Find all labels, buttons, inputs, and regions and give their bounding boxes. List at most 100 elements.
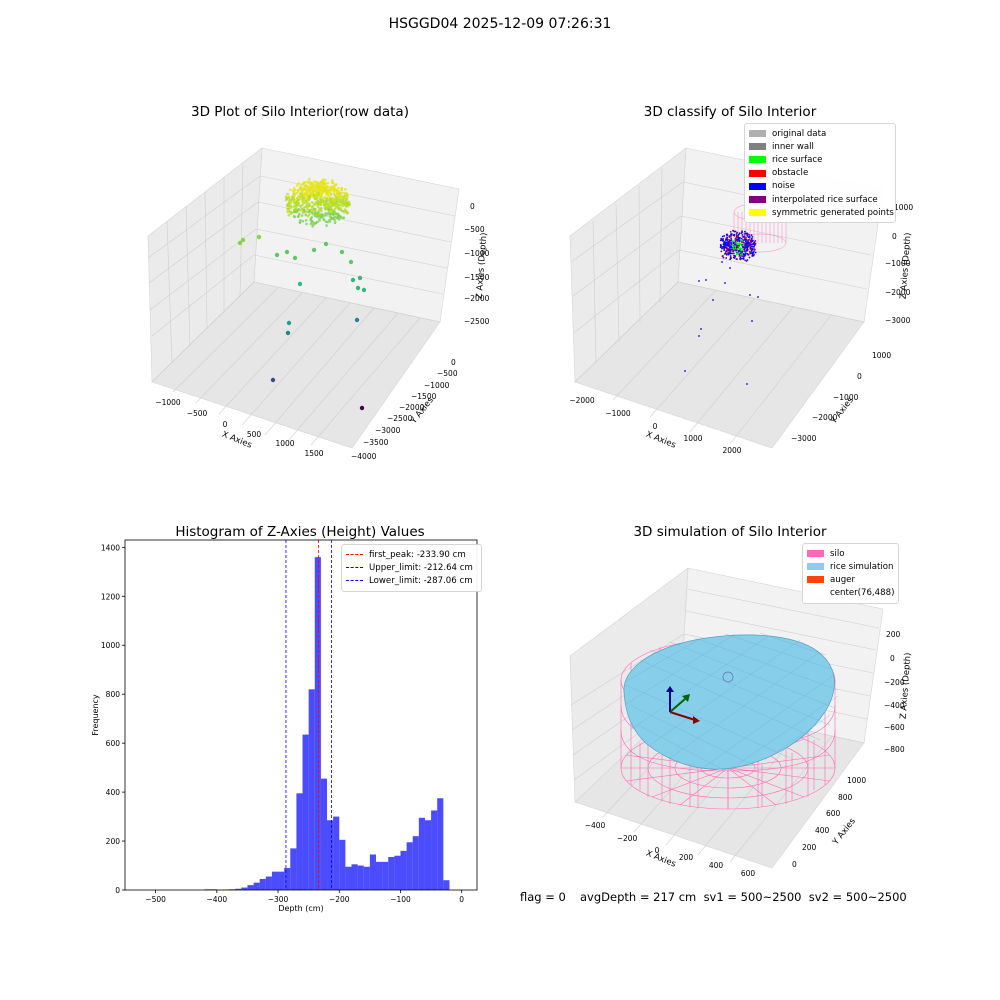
- raw-xtick: 0: [223, 420, 228, 429]
- raw-plot-title: 3D Plot of Silo Interior(row data): [191, 104, 409, 120]
- raw-point: [344, 188, 347, 191]
- classify-point: [723, 247, 725, 250]
- raw-point: [332, 191, 336, 195]
- raw-point: [320, 199, 323, 203]
- classify-point: [722, 255, 724, 257]
- histogram-y-tick-label: 1200: [101, 592, 120, 601]
- raw-point: [289, 204, 293, 208]
- simulation-legend-swatch: [807, 590, 824, 597]
- classify-point: [743, 233, 746, 235]
- raw-point: [335, 192, 339, 195]
- raw-point: [337, 207, 341, 211]
- classify-point: [736, 250, 739, 253]
- classify-noise-point: [746, 383, 748, 385]
- raw-point: [308, 177, 311, 181]
- raw-point: [325, 224, 328, 227]
- raw-point: [312, 223, 315, 226]
- classify-point: [728, 247, 731, 250]
- raw-point: [313, 203, 317, 207]
- raw-point: [312, 184, 316, 188]
- raw-point: [328, 195, 332, 198]
- simulation-y-label: Y Axies: [830, 816, 858, 848]
- raw-point: [319, 180, 323, 184]
- histogram-bar: [241, 887, 248, 890]
- classify-point: [732, 256, 735, 259]
- raw-point: [335, 195, 338, 198]
- raw-point: [287, 213, 291, 217]
- classify-legend-swatch: [749, 130, 766, 138]
- raw-point: [306, 199, 310, 202]
- raw-point: [320, 209, 323, 213]
- classify-point: [741, 234, 744, 236]
- histogram-bar: [339, 839, 346, 890]
- raw-point: [322, 218, 326, 222]
- histogram-legend-label: Lower_limit: -287.06 cm: [369, 575, 473, 586]
- raw-point: [299, 205, 303, 209]
- histogram-bar: [265, 876, 272, 890]
- raw-point: [306, 185, 309, 189]
- raw-point: [270, 377, 276, 383]
- histogram-legend-label: first_peak: -233.90 cm: [369, 549, 466, 560]
- histogram-bar: [369, 854, 376, 890]
- raw-point: [292, 186, 296, 190]
- classify-point: [736, 253, 738, 256]
- raw-point: [286, 210, 289, 214]
- simulation-ztick: −800: [884, 745, 905, 754]
- classify-ztick: 1000: [894, 203, 913, 212]
- histogram-axes-frame: [124, 539, 478, 891]
- classify-noise-point: [712, 299, 714, 301]
- raw-point: [342, 210, 345, 213]
- simulation-legend-swatch: [807, 576, 824, 584]
- raw-point: [331, 179, 334, 182]
- classify-point: [754, 251, 757, 254]
- classify-point: [729, 235, 732, 237]
- simulation-ytick: 800: [838, 793, 853, 802]
- classify-point: [752, 248, 754, 250]
- classify-point: [743, 239, 746, 241]
- classify-point: [726, 247, 729, 250]
- classify-point: [721, 247, 723, 250]
- histogram-bar: [308, 689, 315, 890]
- classify-point: [722, 243, 725, 246]
- classify-point: [727, 249, 730, 252]
- raw-point: [316, 182, 319, 185]
- simulation-ytick: 400: [815, 826, 830, 835]
- classify-point: [743, 248, 746, 251]
- classify-point: [746, 249, 748, 252]
- raw-point: [300, 188, 303, 191]
- classify-noise-point: [705, 279, 707, 281]
- raw-point: [311, 190, 315, 193]
- classify-point: [731, 252, 734, 255]
- raw-point: [305, 192, 308, 195]
- raw-point: [324, 214, 327, 217]
- classify-point: [723, 235, 726, 237]
- simulation-xtick: 400: [709, 861, 724, 870]
- raw-point: [302, 194, 306, 197]
- classify-legend-label: obstacle: [772, 168, 809, 179]
- histogram-legend-swatch: [346, 554, 363, 556]
- classify-point: [750, 249, 753, 252]
- classify-point: [742, 246, 745, 249]
- classify-point: [739, 248, 741, 250]
- raw-point: [339, 201, 343, 205]
- classify-point: [720, 239, 722, 242]
- classify-point: [739, 238, 742, 241]
- classify-point: [743, 253, 745, 256]
- raw-point: [343, 203, 346, 207]
- classify-point: [744, 230, 746, 233]
- raw-point: [292, 255, 298, 261]
- classify-point: [742, 257, 745, 260]
- raw-point: [312, 194, 316, 197]
- raw-point: [323, 241, 329, 247]
- histogram-bar: [284, 867, 291, 890]
- histogram-reference-lines: [285, 540, 332, 890]
- center-axis-arrows: [666, 686, 700, 724]
- raw-point: [317, 192, 321, 195]
- classify-point: [746, 239, 748, 242]
- raw-ytick: −3000: [375, 426, 401, 435]
- raw-point: [354, 317, 360, 323]
- simulation-3d-plot: −400 −200 0 200 400 600 X Axies 0 200 40…: [569, 567, 913, 878]
- raw-ztick: −500: [464, 225, 485, 234]
- raw-point: [321, 213, 324, 216]
- classify-point: [748, 238, 750, 241]
